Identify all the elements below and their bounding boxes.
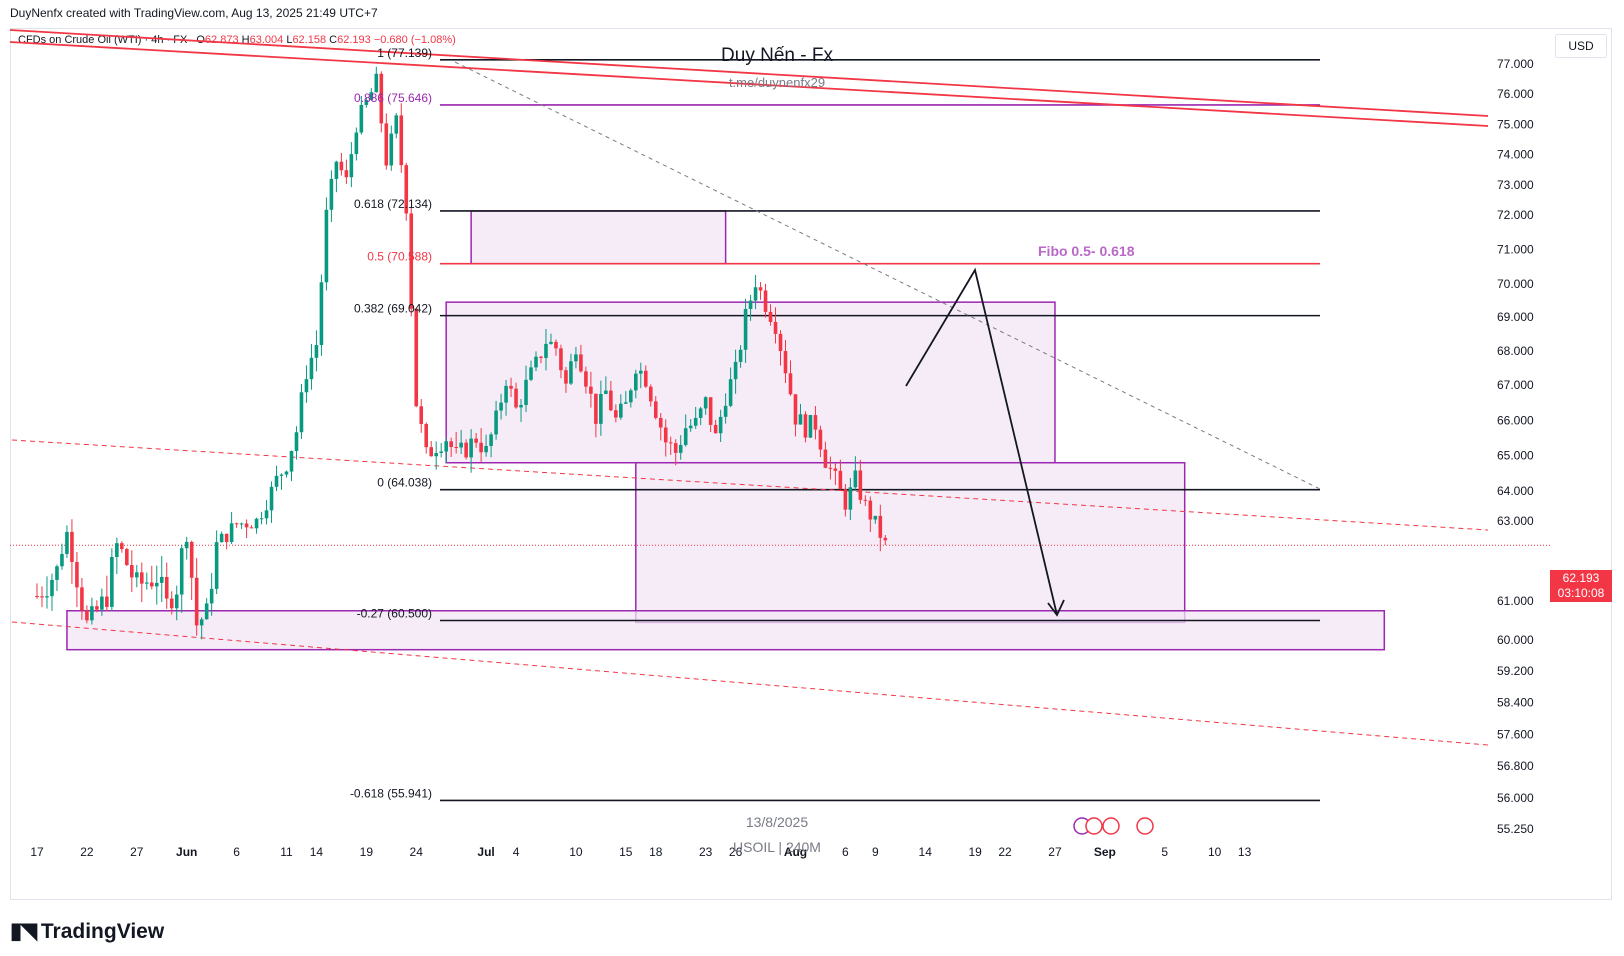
chart-attribution: DuyNenfx created with TradingView.com, A… [10, 6, 378, 20]
change-value: −0.680 (−1.08%) [373, 34, 456, 46]
tradingview-brand-text: TradingView [40, 920, 165, 943]
current-price-tag: 62.193 03:10:08 [1550, 570, 1612, 602]
tradingview-logo-icon: ▮◥ [10, 918, 37, 943]
low-value: 62.158 [292, 34, 327, 46]
close-value: 62.193 [337, 34, 371, 46]
open-value: 62.873 [204, 34, 239, 46]
current-price-value: 62.193 [1562, 571, 1600, 585]
tradingview-logo[interactable]: ▮◥ TradingView [10, 918, 164, 944]
close-label: C [329, 34, 338, 46]
open-label: O [196, 34, 205, 46]
symbol-name[interactable]: CFDs on Crude Oil (WTI) · 4h · FX [18, 34, 188, 46]
bar-countdown: 03:10:08 [1557, 586, 1605, 600]
currency-selector[interactable]: USD [1555, 34, 1607, 58]
high-label: H [241, 34, 250, 46]
high-value: 63.004 [249, 34, 284, 46]
chart-frame [10, 28, 1612, 900]
symbol-legend: CFDs on Crude Oil (WTI) · 4h · FX O62.87… [18, 34, 456, 46]
